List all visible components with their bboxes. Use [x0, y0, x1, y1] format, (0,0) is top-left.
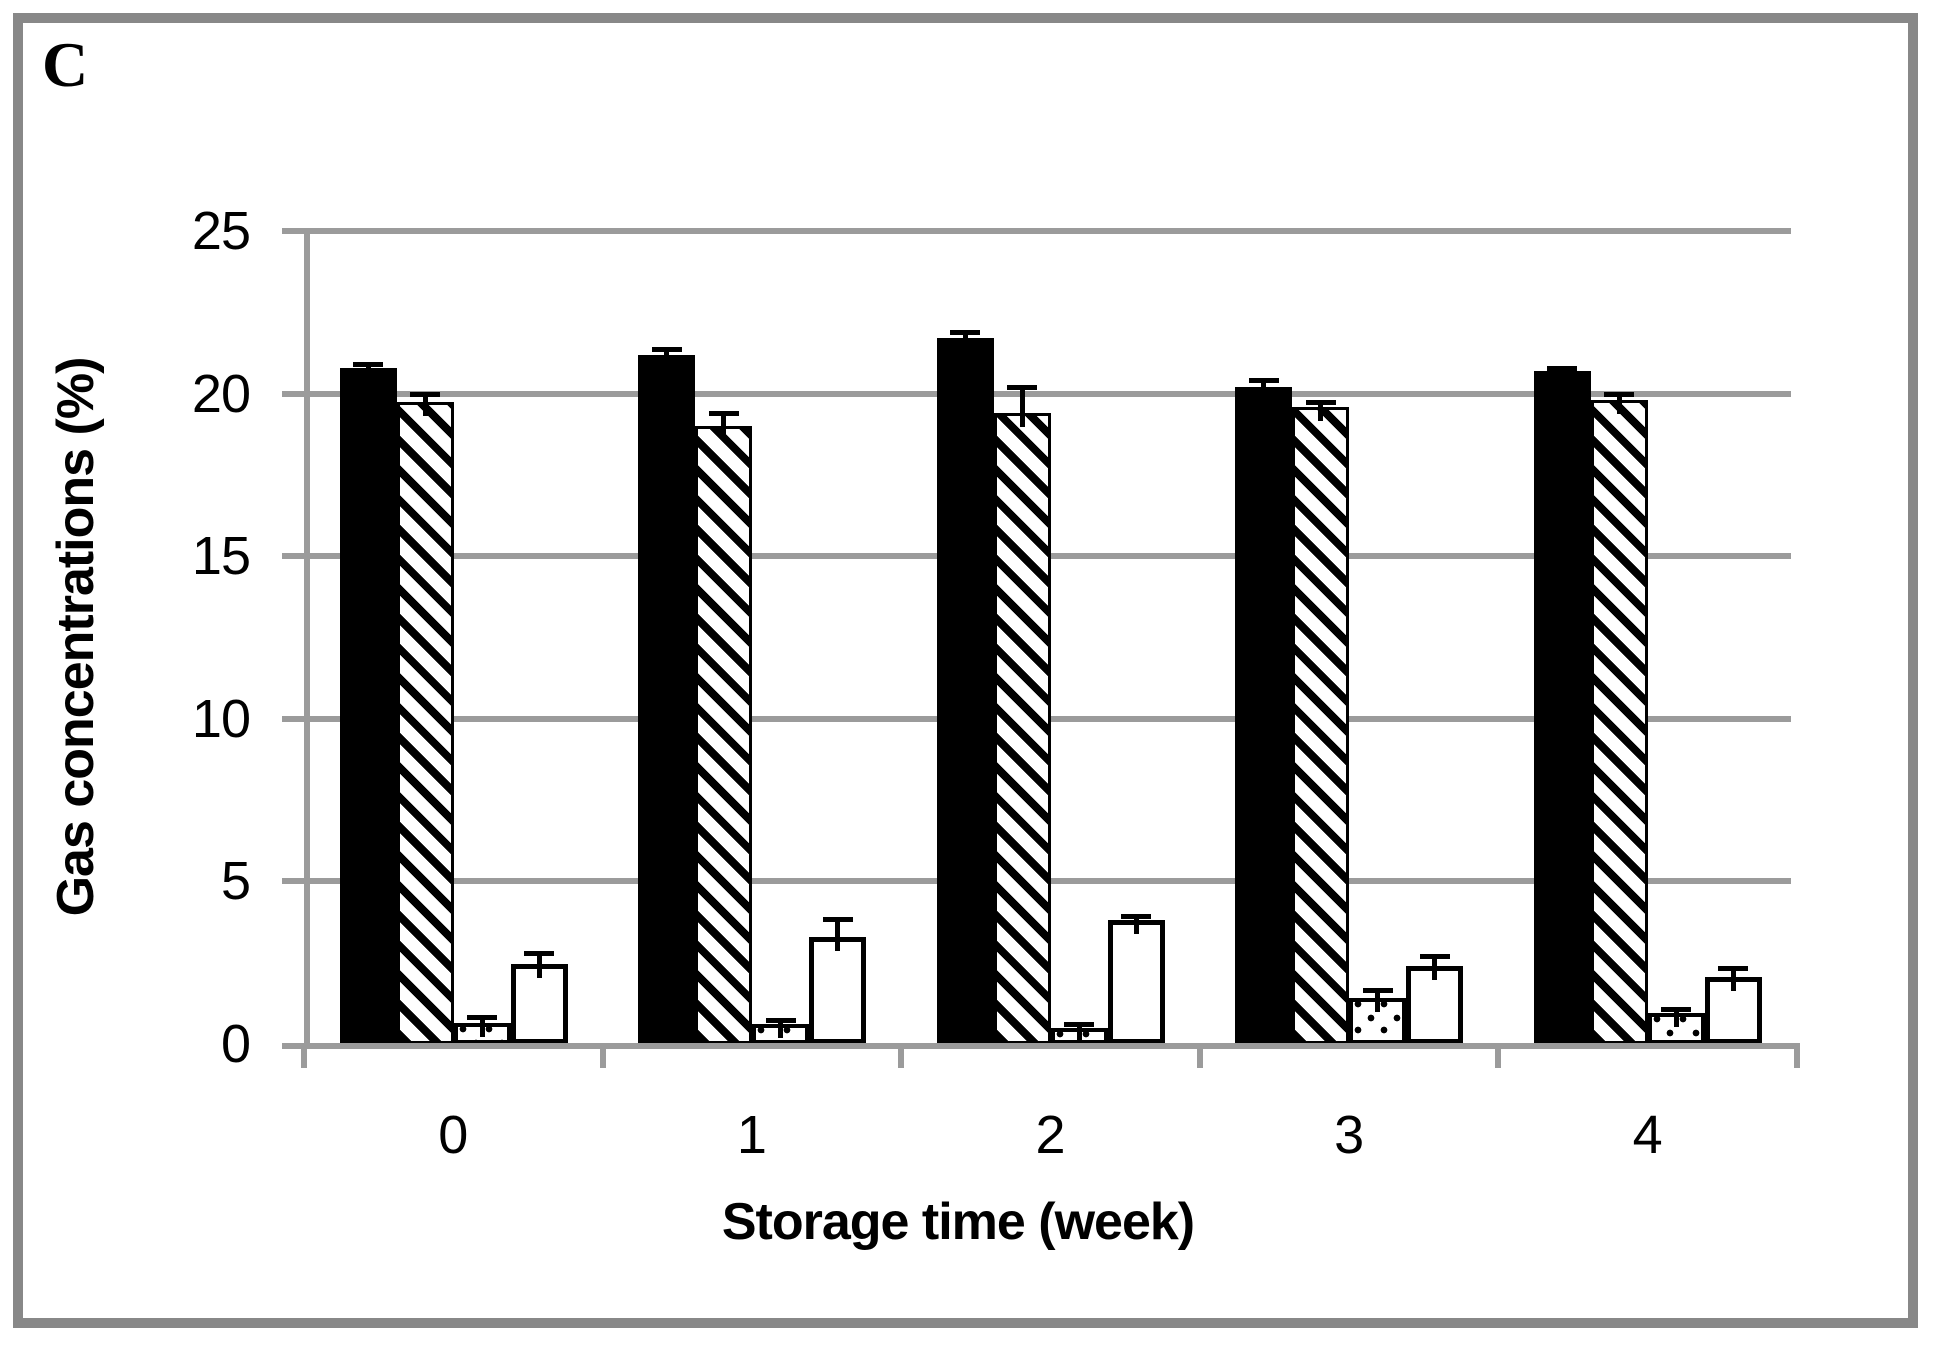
error-bar-cap	[410, 391, 440, 397]
figure-border	[13, 13, 1918, 1328]
bar-week2-series-4-white-open	[1107, 920, 1165, 1044]
error-bar	[1019, 387, 1025, 428]
x-axis-tick	[599, 1049, 606, 1068]
bar-week1-series-4-white-open	[809, 936, 867, 1044]
error-bar-cap	[708, 411, 739, 417]
error-bar	[536, 952, 542, 979]
x-axis-tick	[301, 1049, 307, 1068]
error-bar-cap	[524, 950, 554, 956]
error-bar-cap	[1007, 385, 1038, 391]
error-bar-cap	[353, 362, 383, 368]
bar-week3-series-2-diagonal-hatch	[1292, 406, 1350, 1044]
bar-week1-series-2-diagonal-hatch	[695, 426, 753, 1044]
error-bar-cap	[1121, 913, 1152, 919]
bar-week4-series-1-black-solid	[1533, 370, 1591, 1044]
error-bar	[479, 1017, 485, 1037]
gridline	[282, 390, 1791, 397]
bar-week2-series-2-diagonal-hatch	[993, 413, 1051, 1044]
x-tick-label: 1	[736, 1105, 767, 1165]
error-bar-cap	[1419, 954, 1450, 960]
y-tick-label: 0	[220, 1014, 251, 1074]
error-bar	[962, 331, 968, 353]
x-axis-title: Storage time (week)	[721, 1193, 1195, 1251]
error-bar	[778, 1019, 784, 1039]
error-bar	[1432, 956, 1438, 980]
x-axis-tick	[1495, 1049, 1502, 1068]
bar-week0-series-1-black-solid	[339, 367, 397, 1044]
y-tick-label: 5	[220, 851, 251, 912]
y-axis-title: Gas concentrations (%)	[47, 357, 105, 917]
error-bar	[1375, 990, 1381, 1013]
bar-week1-series-1-black-solid	[638, 354, 696, 1044]
x-tick-label: 3	[1334, 1105, 1365, 1165]
bar-week3-series-1-black-solid	[1235, 387, 1293, 1044]
error-bar-cap	[1547, 365, 1578, 371]
x-tick-label: 4	[1632, 1105, 1663, 1165]
panel-label: C	[42, 29, 89, 100]
y-axis-line	[304, 228, 310, 1049]
x-tick-label: 0	[438, 1105, 469, 1165]
error-bar	[1318, 401, 1324, 421]
error-bar	[422, 393, 428, 416]
error-bar	[1673, 1009, 1679, 1028]
error-bar	[1133, 915, 1139, 935]
error-bar-cap	[651, 346, 682, 352]
bar-week4-series-3-dotted	[1647, 1013, 1705, 1044]
error-bar-cap	[822, 916, 853, 922]
x-axis-line	[282, 1043, 1800, 1049]
error-bar	[1559, 367, 1565, 385]
y-tick-label: 25	[191, 201, 251, 261]
x-tick-label: 2	[1035, 1105, 1066, 1165]
error-bar-cap	[1718, 965, 1749, 971]
error-bar-cap	[1248, 377, 1279, 383]
bar-week2-series-1-black-solid	[936, 338, 994, 1044]
error-bar-cap	[765, 1017, 796, 1023]
error-bar	[1730, 967, 1736, 992]
error-bar-cap	[1661, 1007, 1692, 1013]
error-bar	[1261, 379, 1267, 402]
error-bar	[721, 413, 727, 441]
x-axis-tick	[1794, 1049, 1800, 1068]
y-tick-label: 20	[191, 363, 251, 424]
error-bar-cap	[1362, 988, 1393, 994]
y-tick-label: 10	[191, 688, 251, 749]
error-bar	[1616, 394, 1622, 415]
error-bar-cap	[950, 329, 981, 335]
bar-week4-series-2-diagonal-hatch	[1590, 400, 1648, 1044]
error-bar	[1076, 1024, 1082, 1042]
x-axis-tick	[1196, 1049, 1203, 1068]
error-bar	[365, 364, 371, 382]
x-axis-tick	[898, 1049, 905, 1068]
error-bar	[664, 348, 670, 369]
y-tick-label: 15	[191, 526, 251, 587]
gridline	[282, 228, 1791, 234]
error-bar-cap	[467, 1015, 497, 1020]
error-bar-cap	[1064, 1022, 1095, 1028]
bar-week0-series-2-diagonal-hatch	[396, 401, 454, 1044]
error-bar-cap	[1305, 399, 1336, 405]
error-bar	[835, 918, 841, 951]
error-bar-cap	[1604, 392, 1635, 398]
